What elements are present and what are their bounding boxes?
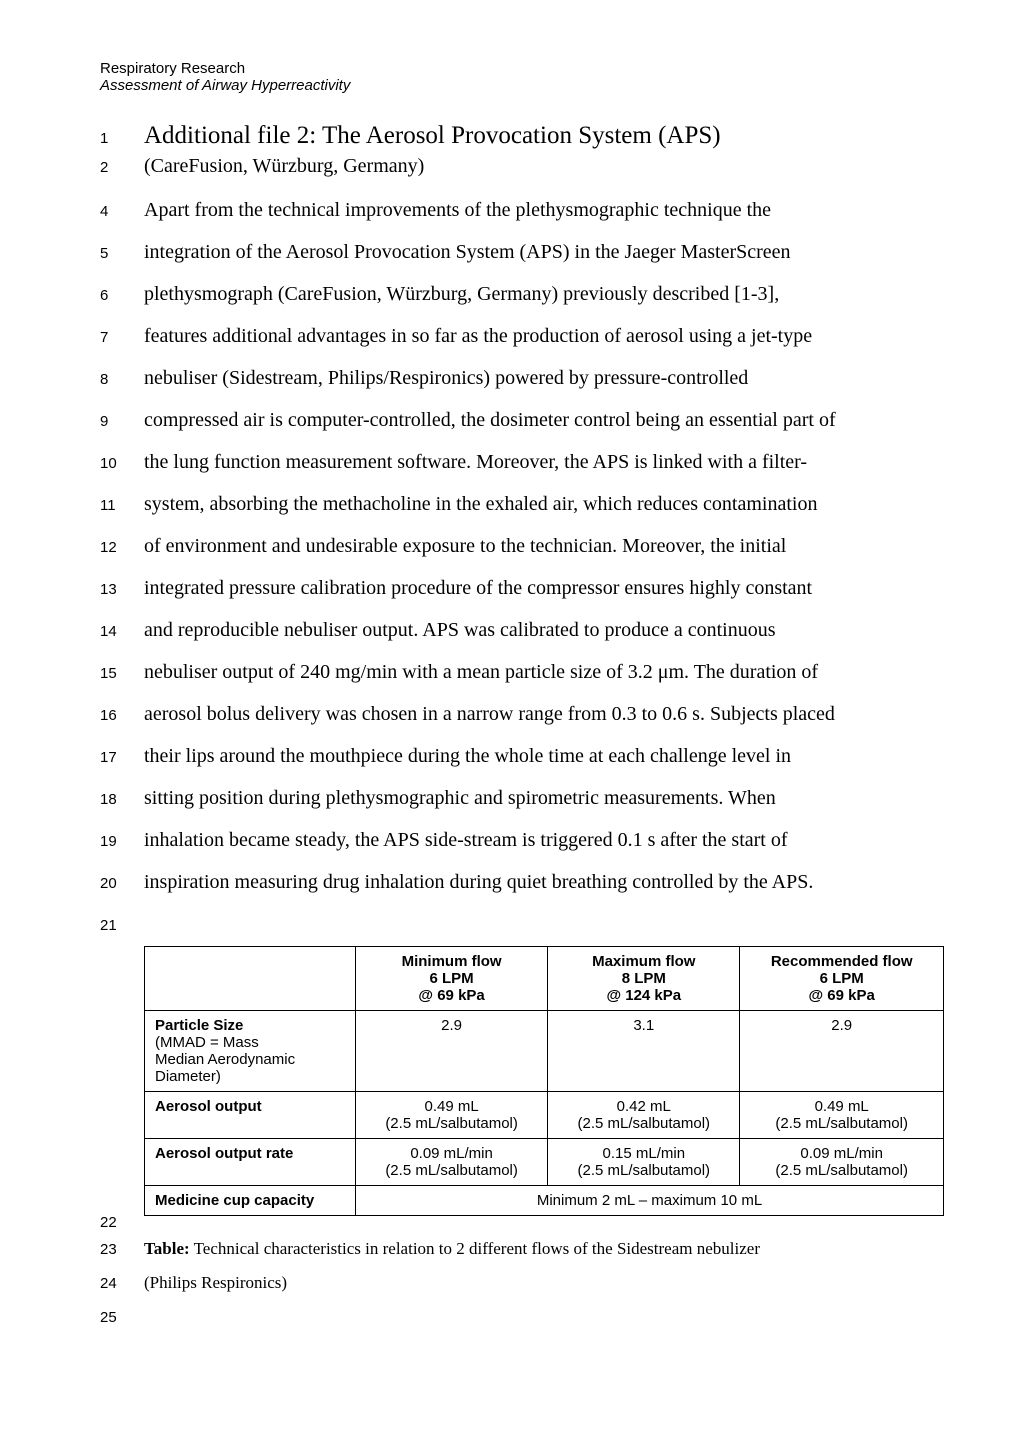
blank-line: 21	[100, 904, 940, 944]
body-text: the lung function measurement software. …	[144, 442, 807, 482]
line-number: 2	[100, 159, 144, 176]
row-label-capacity: Medicine cup capacity	[145, 1185, 356, 1215]
body-line: 5integration of the Aerosol Provocation …	[100, 232, 940, 272]
cell-particle-max: 3.1	[548, 1010, 740, 1091]
table-header-row: Minimum flow 6 LPM @ 69 kPa Maximum flow…	[145, 946, 944, 1010]
body-text: sitting position during plethysmographic…	[144, 778, 776, 818]
body-text: inspiration measuring drug inhalation du…	[144, 862, 813, 902]
line-number: 1	[100, 130, 144, 147]
line-25: 25	[100, 1301, 940, 1333]
article-subtitle: Assessment of Airway Hyperreactivity	[100, 77, 940, 94]
line-number: 8	[100, 371, 144, 388]
line-number: 19	[100, 833, 144, 850]
body-text: aerosol bolus delivery was chosen in a n…	[144, 694, 835, 734]
body-line: 4Apart from the technical improvements o…	[100, 190, 940, 230]
page-title: Additional file 2: The Aerosol Provocati…	[144, 120, 721, 153]
body-text: their lips around the mouthpiece during …	[144, 736, 791, 776]
cell-capacity-value: Minimum 2 mL – maximum 10 mL	[356, 1185, 944, 1215]
line-number: 25	[100, 1309, 144, 1326]
line-number: 4	[100, 203, 144, 220]
body-text: Apart from the technical improvements of…	[144, 190, 771, 230]
cell-output-min: 0.49 mL(2.5 mL/salbutamol)	[356, 1091, 548, 1138]
body-text: and reproducible nebuliser output. APS w…	[144, 610, 776, 650]
body-text: nebuliser output of 240 mg/min with a me…	[144, 652, 818, 692]
body-text: inhalation became steady, the APS side-s…	[144, 820, 788, 860]
body-line: 8nebuliser (Sidestream, Philips/Respiron…	[100, 358, 940, 398]
table-footer-row: Medicine cup capacity Minimum 2 mL – max…	[145, 1185, 944, 1215]
line-number: 7	[100, 329, 144, 346]
row-label-particle-size: Particle Size (MMAD = Mass Median Aerody…	[145, 1010, 356, 1091]
body-text: integrated pressure calibration procedur…	[144, 568, 812, 608]
line-22: 22	[100, 1214, 940, 1231]
table-row: Particle Size (MMAD = Mass Median Aerody…	[145, 1010, 944, 1091]
body-line: 7features additional advantages in so fa…	[100, 316, 940, 356]
line-number: 21	[100, 917, 144, 934]
table-header-min: Minimum flow 6 LPM @ 69 kPa	[356, 946, 548, 1010]
characteristics-table: Minimum flow 6 LPM @ 69 kPa Maximum flow…	[144, 946, 944, 1216]
line-number: 23	[100, 1241, 144, 1258]
body-line: 17their lips around the mouthpiece durin…	[100, 736, 940, 776]
body-text: nebuliser (Sidestream, Philips/Respironi…	[144, 358, 748, 398]
body-line: 20inspiration measuring drug inhalation …	[100, 862, 940, 902]
line-number: 10	[100, 455, 144, 472]
body-line: 6plethysmograph (CareFusion, Würzburg, G…	[100, 274, 940, 314]
table-row: Aerosol output rate 0.09 mL/min(2.5 mL/s…	[145, 1138, 944, 1185]
line-number: 13	[100, 581, 144, 598]
line-number: 6	[100, 287, 144, 304]
body-line: 9compressed air is computer-controlled, …	[100, 400, 940, 440]
line-number: 5	[100, 245, 144, 262]
line-number: 18	[100, 791, 144, 808]
cell-rate-max: 0.15 mL/min(2.5 mL/salbutamol)	[548, 1138, 740, 1185]
row-label-aerosol-rate: Aerosol output rate	[145, 1138, 356, 1185]
line-number: 22	[100, 1214, 144, 1231]
body-line: 14and reproducible nebuliser output. APS…	[100, 610, 940, 650]
cell-rate-min: 0.09 mL/min(2.5 mL/salbutamol)	[356, 1138, 548, 1185]
cell-particle-min: 2.9	[356, 1010, 548, 1091]
body-line: 18sitting position during plethysmograph…	[100, 778, 940, 818]
table-caption-cont: (Philips Respironics)	[144, 1267, 287, 1299]
caption-row-2: 24 (Philips Respironics)	[100, 1267, 940, 1299]
body-text: features additional advantages in so far…	[144, 316, 812, 356]
line-number: 11	[100, 497, 144, 514]
body-text: of environment and undesirable exposure …	[144, 526, 786, 566]
table-row: Aerosol output 0.49 mL(2.5 mL/salbutamol…	[145, 1091, 944, 1138]
line-number: 17	[100, 749, 144, 766]
journal-name: Respiratory Research	[100, 60, 940, 77]
running-header: Respiratory Research Assessment of Airwa…	[100, 60, 940, 94]
cell-particle-rec: 2.9	[740, 1010, 944, 1091]
line-number: 24	[100, 1275, 144, 1292]
table-header-blank	[145, 946, 356, 1010]
table-caption: Table: Technical characteristics in rela…	[144, 1233, 760, 1265]
title-row: 1 Additional file 2: The Aerosol Provoca…	[100, 120, 940, 153]
body-text: plethysmograph (CareFusion, Würzburg, Ge…	[144, 274, 779, 314]
body-text: system, absorbing the methacholine in th…	[144, 484, 817, 524]
body-line: 12of environment and undesirable exposur…	[100, 526, 940, 566]
line-number: 12	[100, 539, 144, 556]
blank-text	[144, 904, 149, 944]
line-number: 16	[100, 707, 144, 724]
line-number: 15	[100, 665, 144, 682]
row-label-aerosol-output: Aerosol output	[145, 1091, 356, 1138]
caption-row-1: 23 Table: Technical characteristics in r…	[100, 1233, 940, 1265]
blank-text	[144, 1301, 148, 1333]
subtitle-row: 2 (CareFusion, Würzburg, Germany)	[100, 155, 940, 178]
body-text: integration of the Aerosol Provocation S…	[144, 232, 791, 272]
body-line: 10the lung function measurement software…	[100, 442, 940, 482]
body-line: 11system, absorbing the methacholine in …	[100, 484, 940, 524]
cell-rate-rec: 0.09 mL/min(2.5 mL/salbutamol)	[740, 1138, 944, 1185]
body-line: 13integrated pressure calibration proced…	[100, 568, 940, 608]
cell-output-rec: 0.49 mL(2.5 mL/salbutamol)	[740, 1091, 944, 1138]
table-header-rec: Recommended flow 6 LPM @ 69 kPa	[740, 946, 944, 1010]
body-text: compressed air is computer-controlled, t…	[144, 400, 836, 440]
line-number: 20	[100, 875, 144, 892]
body-line: 15nebuliser output of 240 mg/min with a …	[100, 652, 940, 692]
line-number: 14	[100, 623, 144, 640]
cell-output-max: 0.42 mL(2.5 mL/salbutamol)	[548, 1091, 740, 1138]
page-subtitle: (CareFusion, Würzburg, Germany)	[144, 155, 424, 178]
table-header-max: Maximum flow 8 LPM @ 124 kPa	[548, 946, 740, 1010]
body-line: 19inhalation became steady, the APS side…	[100, 820, 940, 860]
line-number: 9	[100, 413, 144, 430]
body-line: 16aerosol bolus delivery was chosen in a…	[100, 694, 940, 734]
